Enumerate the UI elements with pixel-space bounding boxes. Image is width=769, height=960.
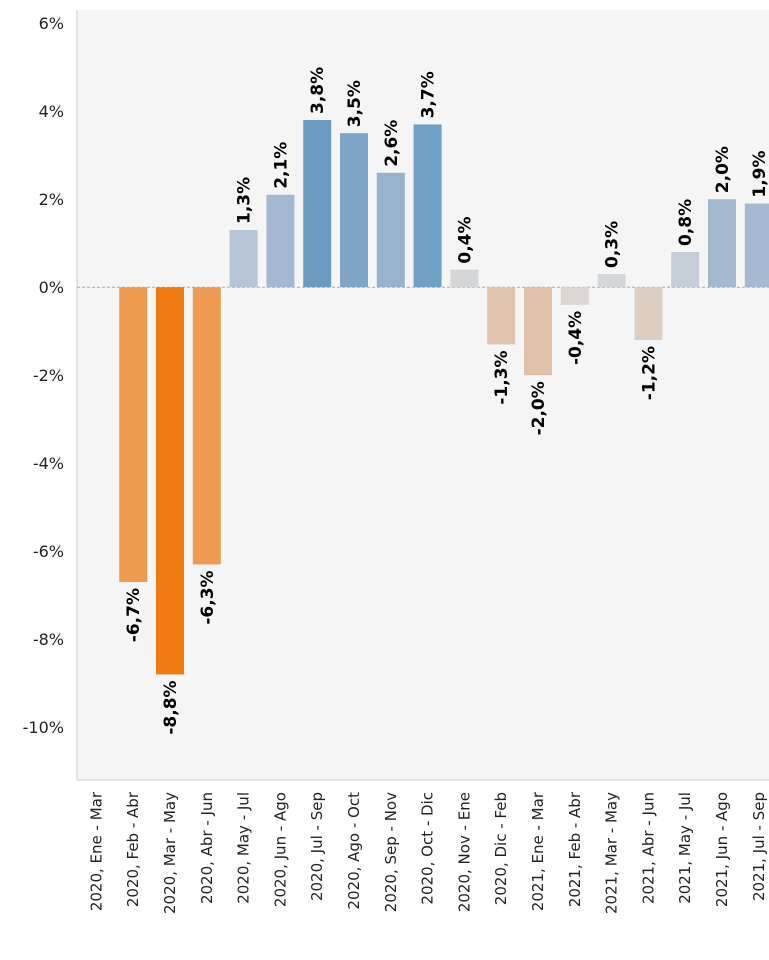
bar <box>487 287 516 345</box>
bar <box>524 287 552 376</box>
bar <box>708 199 736 288</box>
x-tick-label: 2020, Ago - Oct <box>345 792 363 910</box>
bar <box>671 252 700 288</box>
bar <box>744 203 769 288</box>
y-tick-label: 0% <box>39 278 64 297</box>
x-tick-label: 2020, Mar - May <box>161 792 179 914</box>
data-label: 3,5% <box>345 80 365 127</box>
y-tick-label: 2% <box>39 190 64 209</box>
bar <box>450 269 479 288</box>
x-tick-label: 2021, Abr - Jun <box>639 792 657 904</box>
x-tick-label: 2020, Jun - Ago <box>271 792 289 907</box>
bar <box>266 194 295 288</box>
x-tick-label: 2021, Feb - Abr <box>566 791 584 907</box>
bar <box>229 230 258 288</box>
bar <box>192 287 221 565</box>
data-label: -6,3% <box>198 570 218 624</box>
x-tick-label: 2020, Abr - Jun <box>198 792 216 904</box>
y-tick-label: -4% <box>33 454 64 473</box>
data-label: -1,3% <box>492 350 512 404</box>
data-label: 3,8% <box>308 67 328 114</box>
x-tick-label: 2021, Mar - May <box>603 792 621 914</box>
x-tick-label: 2020, Ene - Mar <box>87 791 105 911</box>
data-label: -6,7% <box>124 588 144 642</box>
y-tick-label: -8% <box>33 630 64 649</box>
x-tick-label: 2020, May - Jul <box>235 792 253 904</box>
data-label: -8,8% <box>161 680 181 734</box>
data-label: 1,9% <box>750 150 769 197</box>
data-label: -2,0% <box>529 381 549 435</box>
bar <box>303 120 332 288</box>
bar <box>340 133 368 288</box>
y-tick-label: 6% <box>39 14 64 33</box>
y-tick-label: -10% <box>23 718 64 737</box>
x-tick-label: 2021, May - Jul <box>676 792 694 904</box>
data-label: 1,3% <box>235 177 255 224</box>
bar <box>413 124 442 288</box>
y-tick-label: -2% <box>33 366 64 385</box>
x-tick-label: 2021, Ene - Mar <box>529 791 547 911</box>
bar <box>156 287 184 675</box>
data-label: 2,6% <box>382 120 402 167</box>
data-label: 0,4% <box>455 216 475 263</box>
x-tick-label: 2020, Feb - Abr <box>124 791 142 907</box>
x-tick-label: 2021, Jun - Ago <box>713 792 731 907</box>
x-tick-label: 2020, Sep - Nov <box>382 792 400 912</box>
bar <box>597 274 626 288</box>
x-tick-label: 2021, Jul - Sep <box>750 792 768 901</box>
data-label: 3,7% <box>419 71 439 118</box>
data-label: 0,8% <box>676 199 696 246</box>
x-tick-label: 2020, Dic - Feb <box>492 792 510 905</box>
data-label: 2,0% <box>713 146 733 193</box>
x-tick-label: 2020, Nov - Ene <box>455 792 473 912</box>
bar <box>376 172 405 288</box>
bar <box>634 287 663 340</box>
y-tick-label: 4% <box>39 102 64 121</box>
data-label: -0,4% <box>566 311 586 365</box>
x-tick-label: 2020, Oct - Dic <box>419 792 437 905</box>
y-tick-label: -6% <box>33 542 64 561</box>
bar <box>119 287 148 582</box>
x-tick-label: 2020, Jul - Sep <box>308 792 326 901</box>
data-label: -1,2% <box>639 346 659 400</box>
data-label: 2,1% <box>271 142 291 189</box>
data-label: 0,3% <box>603 221 623 268</box>
bar <box>560 287 589 305</box>
